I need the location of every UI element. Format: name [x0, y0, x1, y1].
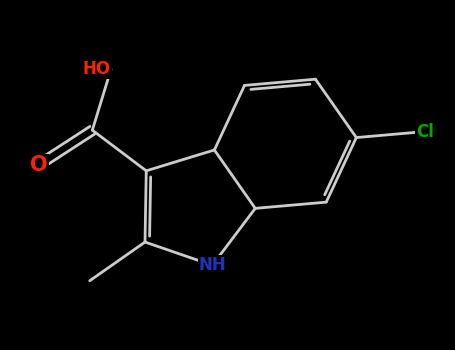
Text: Cl: Cl	[416, 123, 434, 141]
Text: NH: NH	[198, 256, 226, 274]
Text: O: O	[30, 155, 48, 175]
Text: HO: HO	[83, 60, 111, 78]
